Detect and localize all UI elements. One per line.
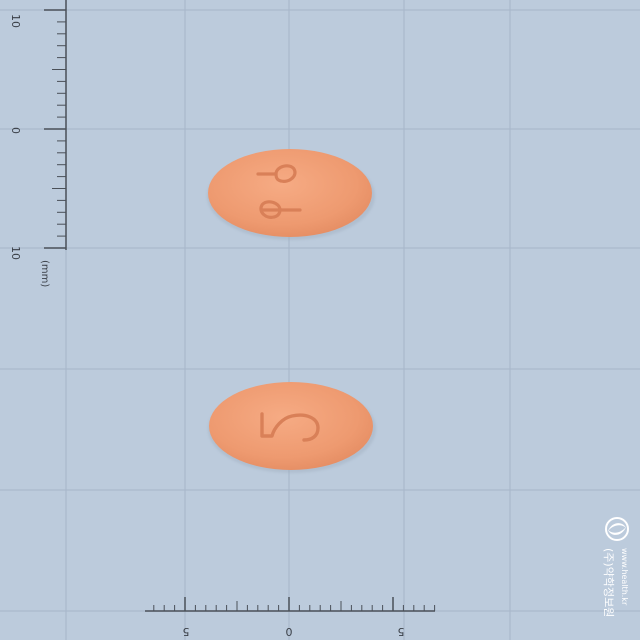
bottom-ruler-ticks: [153, 597, 436, 611]
watermark-title: (주)약학정보원: [602, 548, 616, 617]
tablet-1-body: [208, 149, 372, 237]
watermark: (주)약학정보원 www.health.kr: [602, 517, 629, 617]
left-scale-label-zero: 0: [9, 127, 22, 134]
circular-swirl-logo-icon: [605, 517, 629, 541]
watermark-subtitle: www.health.kr: [620, 548, 629, 606]
bottom-ruler: 5 0 5: [145, 597, 436, 638]
tablet-2-body: [209, 382, 373, 470]
bottom-scale-label-zero: 0: [286, 625, 293, 638]
tablet-1: [207, 149, 375, 240]
bottom-scale-label-right: 5: [398, 625, 405, 638]
left-scale-label-top: 10: [9, 14, 22, 28]
tablet-2-imprint: [260, 412, 320, 442]
scale-unit-label: (mm): [39, 260, 50, 287]
tablet-1-imprint: [256, 164, 302, 219]
left-scale-label-bottom: 10: [9, 246, 22, 260]
tablet-2: [208, 382, 376, 473]
left-ruler-ticks: [44, 9, 66, 249]
left-ruler: 10 0 10 (mm): [9, 0, 67, 287]
bottom-scale-label-left: 5: [183, 625, 190, 638]
